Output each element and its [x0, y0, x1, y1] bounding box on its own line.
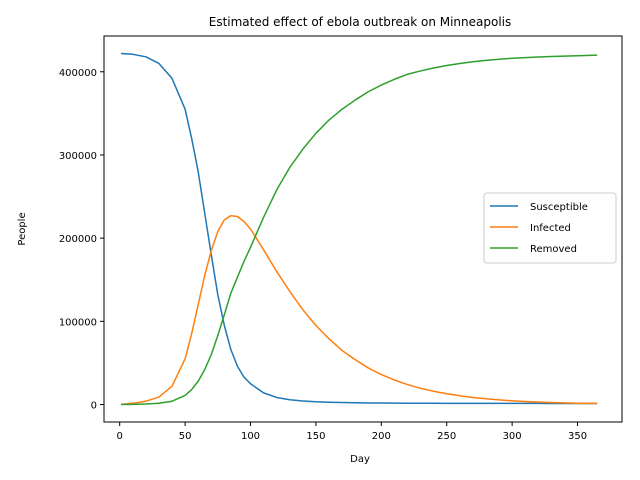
plot-lines: [120, 52, 598, 406]
x-tick-label: 200: [372, 431, 391, 442]
legend-box: [483, 192, 617, 264]
y-tick-label: 300000: [59, 151, 97, 162]
x-tick-label: 150: [306, 431, 325, 442]
x-tick-label: 100: [241, 431, 260, 442]
y-tick-label: 400000: [59, 68, 97, 79]
x-axis: 0 50 100 150 200 250 300 350: [117, 422, 587, 442]
series-line-removed: [120, 54, 598, 406]
x-tick-label: 300: [503, 431, 522, 442]
x-tick-label: 250: [437, 431, 456, 442]
y-tick-label: 100000: [59, 317, 97, 328]
series-line-infected: [120, 214, 598, 406]
legend-label-infected: Infected: [530, 223, 571, 234]
x-axis-label: Day: [350, 454, 370, 465]
chart-title: Estimated effect of ebola outbreak on Mi…: [209, 15, 512, 29]
legend-label-removed: Removed: [530, 244, 577, 255]
legend-label-susceptible: Susceptible: [530, 202, 588, 213]
y-axis: 0 100000 200000 300000 400000: [59, 68, 104, 412]
plot-area-frame: [103, 35, 623, 423]
y-axis-label: People: [17, 212, 28, 245]
series-line-susceptible: [120, 52, 598, 405]
x-tick-label: 0: [117, 431, 123, 442]
x-tick-label: 50: [179, 431, 192, 442]
legend: Susceptible Infected Removed: [483, 192, 617, 264]
y-tick-label: 200000: [59, 234, 97, 245]
y-tick-label: 0: [91, 401, 97, 412]
x-tick-label: 350: [568, 431, 587, 442]
